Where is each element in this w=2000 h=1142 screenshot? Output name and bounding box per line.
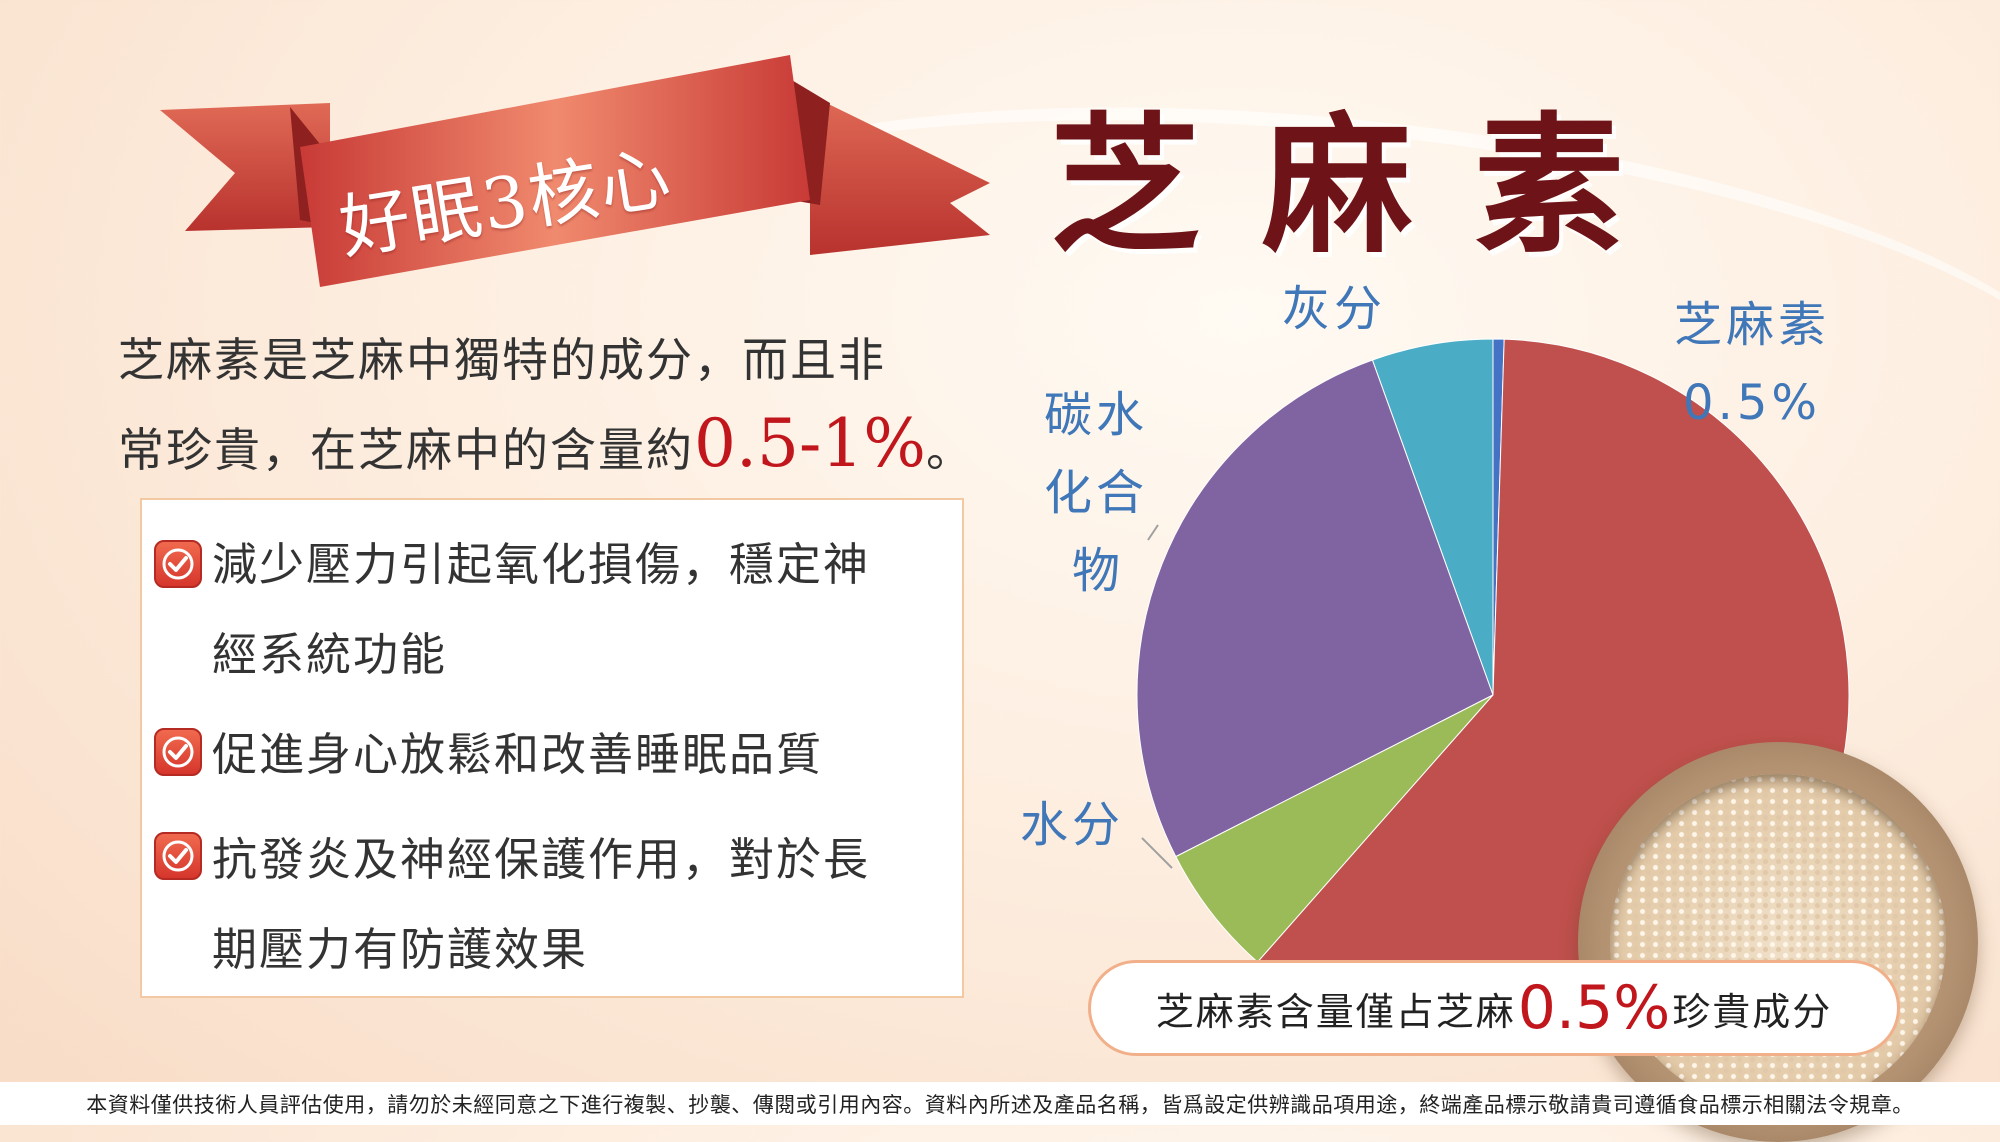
- benefit-item-1: 減少壓力引起氧化損傷，穩定神 經系統功能: [212, 520, 992, 700]
- benefit-3-line-2: 期壓力有防護效果: [212, 923, 589, 976]
- ribbon-banner: 好眠3核心: [150, 55, 1010, 295]
- checkbox-icon: [154, 728, 202, 776]
- checkbox-icon: [154, 832, 202, 880]
- page-title: 芝麻素: [1050, 98, 1687, 274]
- callout-text-end: 珍貴成分: [1672, 989, 1833, 1034]
- intro-line-2-end: 。: [925, 423, 974, 477]
- intro-line-1: 芝麻素是芝麻中獨特的成分，而且非: [118, 333, 886, 387]
- benefit-1-line-1: 減少壓力引起氧化損傷，穩定神: [212, 538, 871, 591]
- pie-label-ash: 灰分: [1282, 281, 1387, 337]
- benefit-item-3: 抗發炎及神經保護作用，對於長 期壓力有防護效果: [212, 815, 992, 995]
- pie-label-carbohydrate-line-1: 碳水: [1044, 387, 1149, 443]
- benefit-item-2: 促進身心放鬆和改善睡眠品質: [212, 710, 992, 800]
- pie-label-carbohydrate: 碳水 化合 物: [1044, 376, 1148, 610]
- footer-disclaimer: 本資料僅供技術人員評估使用，請勿於未經同意之下進行複製、抄襲、傳閱或引用內容。資…: [0, 1082, 2000, 1125]
- benefit-3-line-1: 抗發炎及神經保護作用，對於長: [212, 833, 871, 886]
- callout-text: 芝麻素含量僅占芝麻: [1155, 989, 1516, 1034]
- benefit-1-line-2: 經系統功能: [212, 628, 448, 681]
- sesame-seeds: [1610, 774, 1946, 1110]
- pie-label-sesamin-name: 芝麻素: [1674, 297, 1831, 353]
- leader-line-water: [1141, 837, 1173, 869]
- callout-pill: 芝麻素含量僅占芝麻 0.5% 珍貴成分: [1088, 960, 1900, 1056]
- pie-label-carbohydrate-line-3: 物: [1072, 543, 1125, 599]
- pie-label-sesamin-value: 0.5%: [1683, 375, 1821, 431]
- pie-label-sesamin: 芝麻素 0.5%: [1674, 286, 1830, 442]
- pie-label-water: 水分: [1020, 797, 1125, 853]
- checkbox-icon: [154, 540, 202, 588]
- benefits-panel: [140, 498, 964, 998]
- intro-paragraph: 芝麻素是芝麻中獨特的成分，而且非 常珍貴，在芝麻中的含量約0.5-1%。: [118, 318, 1018, 492]
- intro-highlight-value: 0.5-1%: [694, 405, 926, 482]
- intro-line-2-text: 常珍貴，在芝麻中的含量約: [118, 423, 694, 477]
- pie-label-carbohydrate-line-2: 化合: [1044, 465, 1149, 521]
- pie-slice-carbohydrate: [1136, 359, 1494, 858]
- leader-line-carbohydrate: [1147, 524, 1159, 541]
- callout-highlight-value: 0.5%: [1517, 973, 1671, 1043]
- benefit-2-line-1: 促進身心放鬆和改善睡眠品質: [212, 728, 824, 781]
- intro-line-2: 常珍貴，在芝麻中的含量約0.5-1%。: [118, 402, 1018, 492]
